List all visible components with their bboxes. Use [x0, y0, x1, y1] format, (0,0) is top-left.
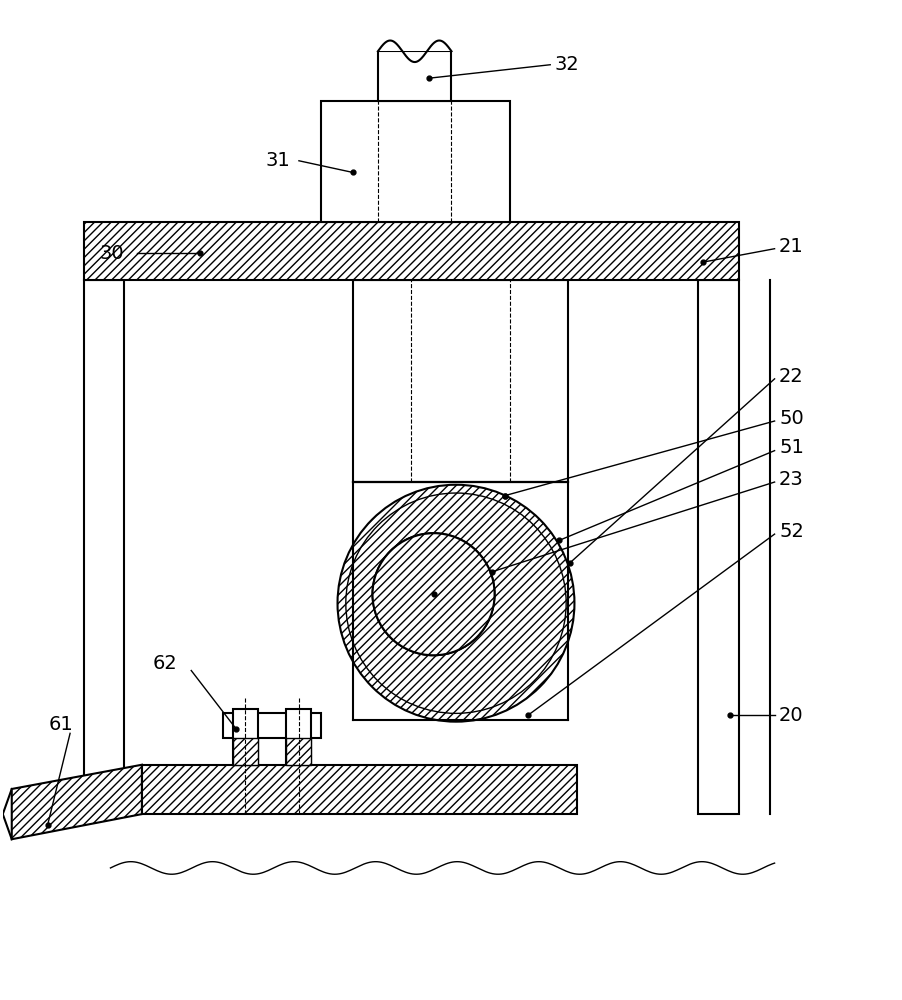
Text: 30: 30: [99, 244, 124, 263]
Bar: [286, 709, 311, 765]
Text: 61: 61: [49, 715, 73, 734]
Text: 20: 20: [778, 706, 803, 725]
Text: 32: 32: [554, 55, 579, 74]
Text: 50: 50: [778, 409, 803, 428]
Bar: [286, 738, 311, 765]
Text: 31: 31: [265, 151, 290, 170]
Bar: [84, 280, 124, 814]
Bar: [223, 713, 321, 738]
Bar: [84, 222, 738, 280]
Bar: [233, 709, 257, 765]
Text: 22: 22: [778, 367, 803, 386]
Circle shape: [337, 485, 574, 722]
Text: 21: 21: [778, 237, 803, 256]
Text: 52: 52: [778, 522, 803, 541]
Circle shape: [373, 533, 494, 655]
Bar: [353, 280, 567, 482]
Bar: [697, 280, 738, 814]
Bar: [142, 765, 576, 814]
Polygon shape: [12, 765, 142, 839]
Bar: [321, 101, 510, 222]
Text: 23: 23: [778, 470, 803, 489]
Text: 62: 62: [152, 654, 178, 673]
Text: 51: 51: [778, 438, 803, 457]
Circle shape: [373, 533, 494, 655]
Bar: [233, 738, 257, 765]
Bar: [378, 51, 451, 101]
